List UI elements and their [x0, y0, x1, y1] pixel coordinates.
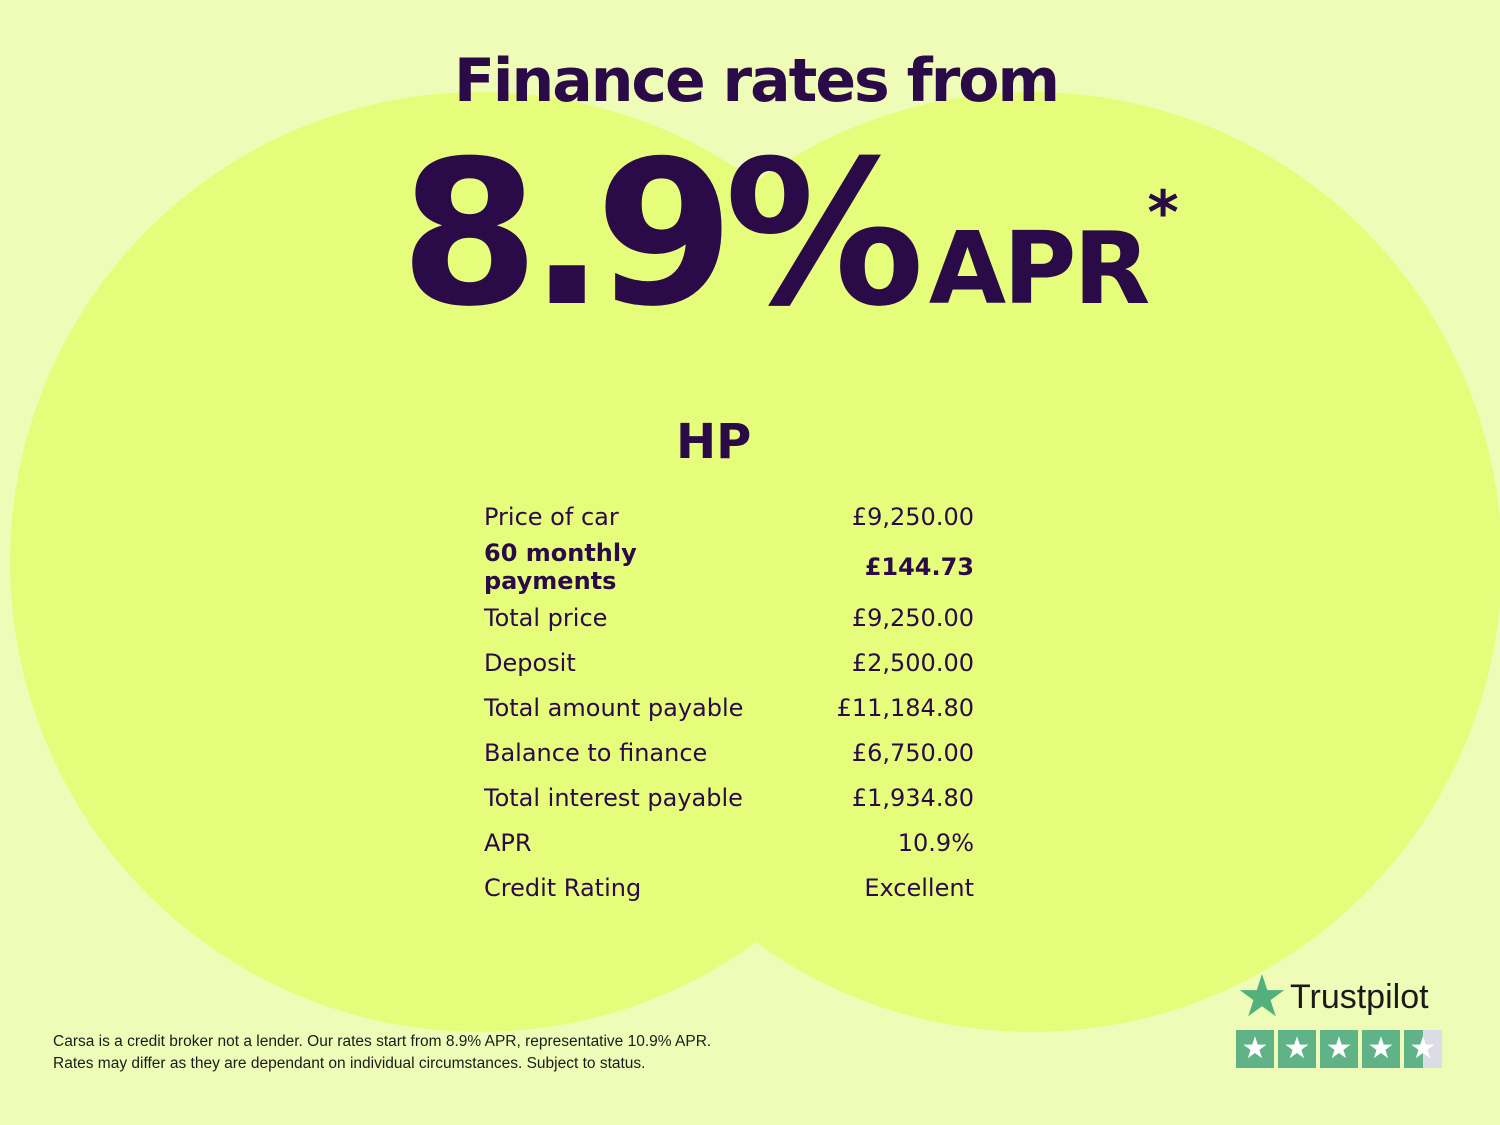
rate-asterisk: *: [1147, 178, 1179, 248]
row-value: £144.73: [864, 553, 974, 581]
row-label: 60 monthly payments: [484, 539, 637, 595]
rating-star-icon: ★: [1404, 1030, 1442, 1068]
headline-rate: 8.9% APR*: [400, 118, 1179, 351]
rating-star-icon: ★: [1278, 1030, 1316, 1068]
table-row: Total price £9,250.00: [484, 595, 974, 640]
row-label: Total price: [484, 603, 608, 632]
row-value: £9,250.00: [851, 603, 974, 632]
trustpilot-logo: ★ Trustpilot: [1236, 964, 1442, 1029]
rating-star-icon: ★: [1236, 1030, 1274, 1068]
row-label: Total interest payable: [484, 783, 743, 812]
rate-apr-label: APR: [928, 210, 1151, 327]
row-label: APR: [484, 828, 532, 857]
row-label: Total amount payable: [484, 693, 744, 722]
disclaimer-line: Rates may differ as they are dependant o…: [53, 1055, 646, 1072]
table-row: Balance to finance £6,750.00: [484, 730, 974, 775]
row-label: Deposit: [484, 648, 576, 677]
table-row: Price of car £9,250.00: [484, 494, 974, 539]
table-row: Total interest payable £1,934.80: [484, 775, 974, 820]
row-label: Credit Rating: [484, 873, 642, 902]
row-value: £11,184.80: [836, 693, 974, 722]
row-value: 10.9%: [897, 828, 974, 857]
trustpilot-badge: ★ Trustpilot ★ ★ ★ ★ ★: [1236, 964, 1442, 1068]
disclaimer-line: Carsa is a credit broker not a lender. O…: [53, 1033, 712, 1050]
finance-table: Price of car £9,250.00 60 monthly payments…: [484, 494, 974, 910]
table-row: APR 10.9%: [484, 820, 974, 865]
rate-value: 8.9%: [400, 118, 925, 351]
table-row: 60 monthly payments £144.73: [484, 539, 974, 595]
row-label: Balance to finance: [484, 738, 708, 767]
trustpilot-name: Trustpilot: [1290, 977, 1429, 1016]
table-row: Credit Rating Excellent: [484, 865, 974, 910]
table-row: Deposit £2,500.00: [484, 640, 974, 685]
trustpilot-rating: ★ ★ ★ ★ ★: [1236, 1030, 1442, 1068]
headline-title: Finance rates from: [453, 46, 1060, 116]
rating-star-icon: ★: [1320, 1030, 1358, 1068]
row-value: £9,250.00: [851, 502, 974, 531]
decorative-circle-right: [562, 92, 1500, 1032]
star-icon: ★: [1236, 964, 1288, 1029]
row-value: Excellent: [864, 873, 974, 902]
rating-star-icon: ★: [1362, 1030, 1400, 1068]
table-heading: HP: [676, 414, 752, 470]
row-value: £1,934.80: [851, 783, 974, 812]
row-value: £2,500.00: [851, 648, 974, 677]
row-value: £6,750.00: [851, 738, 974, 767]
row-label: Price of car: [484, 502, 619, 531]
table-row: Total amount payable £11,184.80: [484, 685, 974, 730]
disclaimer: Carsa is a credit broker not a lender. O…: [53, 1031, 711, 1075]
